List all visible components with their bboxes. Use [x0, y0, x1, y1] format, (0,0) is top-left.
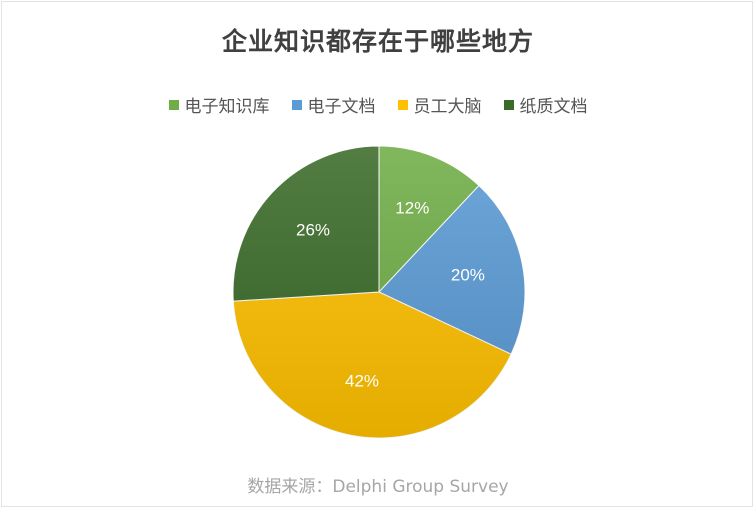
slice-label-1: 12% [395, 198, 429, 217]
slice-label-4: 26% [296, 221, 330, 240]
legend-item-e-documents: 电子文档 [291, 92, 376, 117]
legend-label: 电子文档 [307, 97, 376, 117]
legend-item-employee-minds: 员工大脑 [397, 92, 482, 117]
legend-label: 员工大脑 [413, 97, 482, 117]
legend-swatch [397, 99, 408, 110]
legend-label: 纸质文档 [519, 97, 588, 117]
legend-item-paper-documents: 纸质文档 [503, 92, 588, 117]
chart-title: 企业知识都存在于哪些地方 [221, 27, 534, 56]
legend-item-e-knowledge-base: 电子知识库 [168, 92, 270, 117]
legend-swatch [168, 99, 179, 110]
slice-label-2: 20% [451, 266, 485, 285]
chart-legend: 电子知识库 电子文档 员工大脑 纸质文档 [0, 92, 756, 117]
legend-swatch [291, 99, 302, 110]
legend-label: 电子知识库 [184, 97, 270, 117]
slice-label-3: 42% [345, 371, 379, 390]
legend-swatch [503, 99, 514, 110]
source-note: 数据来源：Delphi Group Survey [247, 477, 509, 497]
